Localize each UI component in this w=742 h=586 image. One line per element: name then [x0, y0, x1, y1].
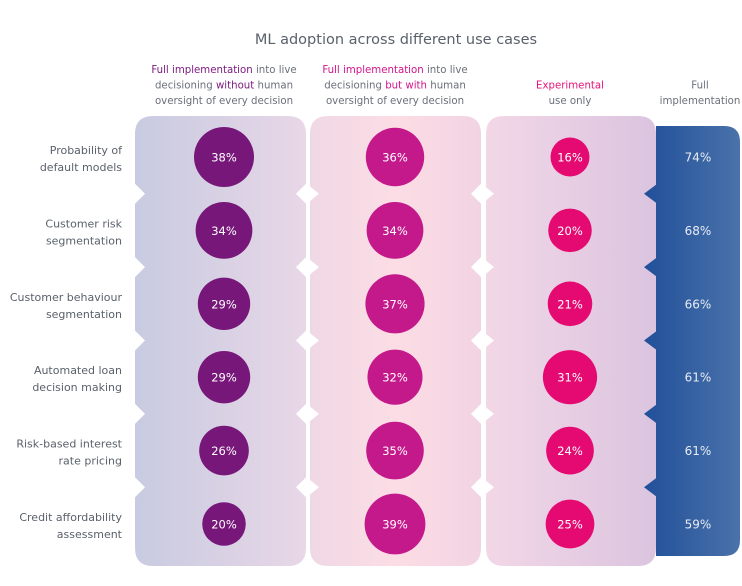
- row-label: Customer risk segmentation: [45, 217, 122, 247]
- bubble-label: 20%: [557, 224, 583, 238]
- bubble-label: 26%: [211, 444, 237, 458]
- bubble-experimental: [542, 350, 598, 405]
- bubble-label: 20%: [211, 518, 237, 532]
- bubble-label: 39%: [382, 518, 408, 532]
- full-implementation-value: 66%: [685, 297, 712, 311]
- separator-diamond: [297, 331, 319, 350]
- separator-diamond: [472, 331, 494, 350]
- bubble-full_without_oversight: [197, 277, 251, 331]
- bubble-label: 16%: [557, 151, 583, 165]
- bubble-full_without_oversight: [199, 425, 249, 476]
- panel-full-without-oversight: [135, 116, 306, 566]
- bubble-experimental: [550, 137, 590, 177]
- full-implementation-value: 61%: [685, 371, 712, 385]
- header-text: oversight of every decision: [326, 96, 464, 107]
- bubble-experimental: [545, 499, 595, 549]
- bubble-label: 32%: [382, 371, 408, 385]
- header-text: decisioning: [324, 81, 385, 92]
- bubble-full_with_oversight: [364, 493, 426, 555]
- bubble-full_with_oversight: [366, 421, 424, 480]
- separator-diamond: [297, 258, 319, 277]
- panel-full-with-oversight: [310, 116, 481, 566]
- bubble-label: 24%: [557, 444, 583, 458]
- full-implementation-value: 61%: [685, 444, 712, 458]
- header-text: use only: [549, 96, 592, 107]
- header-text: into live: [424, 65, 468, 76]
- header-text: decisioning: [155, 81, 216, 92]
- column-header-full_implementation: Full implementation: [660, 81, 741, 108]
- bubble-label: 29%: [211, 297, 237, 311]
- column-panels: [135, 116, 740, 566]
- column-header-full_with_oversight: Full implementation into live decisioning…: [322, 65, 467, 107]
- column-header-full_without_oversight: Full implementation into live decisioning…: [151, 65, 296, 107]
- separator-diamond: [472, 404, 494, 423]
- bubble-label: 34%: [211, 224, 237, 238]
- column-header-experimental: Experimental use only: [536, 81, 604, 108]
- separator-diamond: [472, 478, 494, 497]
- header-highlight: Experimental: [536, 81, 604, 92]
- row-labels: Probability of default models Customer ris…: [10, 144, 123, 541]
- row-label: Credit affordability assessment: [19, 511, 122, 541]
- bubble-label: 31%: [557, 371, 583, 385]
- bubble-full_without_oversight: [197, 350, 251, 404]
- header-text: human: [254, 81, 293, 92]
- bubble-label: 21%: [557, 297, 583, 311]
- separator-diamond: [297, 478, 319, 497]
- bubble-label: 38%: [211, 151, 237, 165]
- separator-notch-bottom: [474, 558, 492, 566]
- separator-diamond: [472, 184, 494, 203]
- separator-diamond: [472, 258, 494, 277]
- column-headers: Full implementation into live decisioning…: [151, 65, 740, 107]
- full-implementation-value: 59%: [685, 518, 712, 532]
- bubble-label: 37%: [382, 297, 408, 311]
- row-label: Probability of default models: [40, 144, 123, 174]
- header-highlight: without: [216, 81, 254, 92]
- header-text: into live: [253, 65, 297, 76]
- bubble-full_without_oversight: [195, 202, 253, 259]
- separator-notch-bottom: [299, 558, 317, 566]
- bubble-full_without_oversight: [194, 127, 254, 187]
- panel-full-implementation: [644, 126, 740, 556]
- separator-notch-top: [299, 116, 317, 124]
- header-highlight: but with: [385, 81, 427, 92]
- separator-diamond: [297, 404, 319, 423]
- separator-notch-top: [474, 116, 492, 124]
- full-implementation-value: 74%: [685, 151, 712, 165]
- header-highlight: Full implementation: [322, 65, 423, 76]
- bubble-experimental: [548, 208, 592, 253]
- header-highlight: Full implementation: [151, 65, 252, 76]
- full-implementation-value: 68%: [685, 224, 712, 238]
- bubble-full_with_oversight: [367, 349, 423, 405]
- bubble-experimental: [547, 281, 593, 327]
- data-marks: 38% 36% 16% 74% 34% 34% 20% 68% 29% 37% 21% 66% 29% 3…: [194, 127, 712, 555]
- row-label: Automated loan decision making: [32, 364, 122, 394]
- bubble-label: 36%: [382, 151, 408, 165]
- bubble-full_with_oversight: [365, 127, 425, 187]
- bubble-label: 25%: [557, 518, 583, 532]
- header-text: human: [427, 81, 466, 92]
- header-text: implementation: [660, 96, 741, 107]
- bubble-full_with_oversight: [365, 274, 425, 334]
- bubble-experimental: [546, 426, 594, 475]
- row-label: Risk-based interest rate pricing: [16, 438, 122, 468]
- bubble-label: 29%: [211, 371, 237, 385]
- row-label: Customer behaviour segmentation: [10, 291, 123, 321]
- separator-diamond: [297, 184, 319, 203]
- panel-experimental: [486, 116, 656, 566]
- bubble-full_without_oversight: [202, 502, 246, 546]
- bubble-label: 34%: [382, 224, 408, 238]
- bubble-label: 35%: [382, 444, 408, 458]
- header-text: Full: [691, 81, 708, 92]
- header-text: oversight of every decision: [155, 96, 293, 107]
- bubble-full_with_oversight: [366, 202, 424, 259]
- chart-title: ML adoption across different use cases: [255, 32, 537, 48]
